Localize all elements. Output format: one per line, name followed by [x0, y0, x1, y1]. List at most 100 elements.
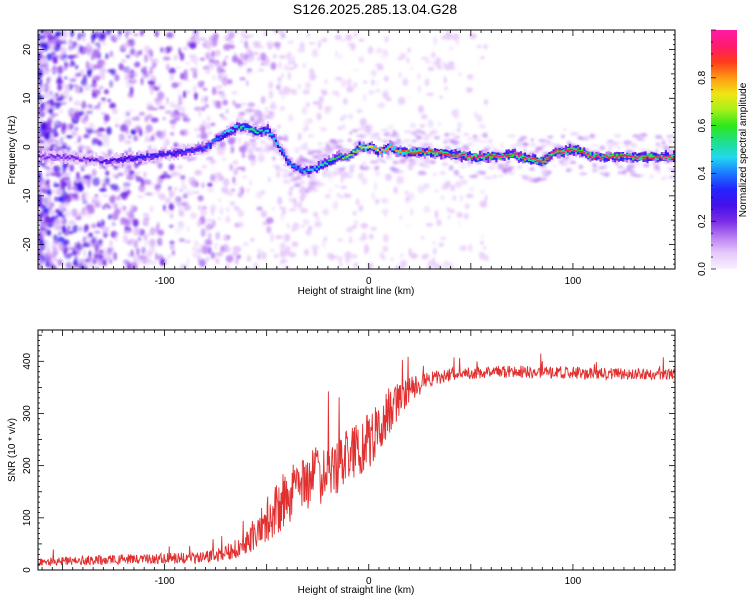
spectrogram-speckle	[260, 52, 267, 62]
spectrogram-speckle	[125, 111, 131, 117]
spectrogram-ridge-cell	[307, 168, 310, 174]
spectrogram-speckle	[349, 236, 353, 244]
spectrogram-speckle	[286, 52, 293, 60]
spectrogram-ridge-cell	[319, 163, 322, 166]
spectrogram-speckle	[257, 56, 260, 62]
spectrogram-speckle	[90, 83, 98, 88]
spectrogram-ridge-cell	[342, 157, 345, 160]
spectrogram-speckle	[272, 53, 277, 59]
spectrogram-speckle	[168, 67, 176, 75]
spectrogram-speckle	[246, 187, 250, 193]
spectrogram-ridge-cell	[401, 150, 404, 152]
spectrogram-ridge-cell	[60, 156, 63, 159]
spectrogram-speckle	[190, 54, 198, 64]
spectrogram-ridge-cell	[654, 156, 657, 161]
spectrogram-speckle	[56, 79, 64, 85]
spectrogram-speckle	[38, 207, 43, 214]
spectrogram-speckle	[48, 232, 52, 236]
spectrogram-y-tick-label: 20	[22, 44, 33, 56]
spectrogram-ridge-cell	[203, 147, 206, 150]
spectrogram-ridge-cell	[572, 149, 576, 152]
spectrogram-ridge-cell	[58, 154, 61, 158]
spectrogram-speckle	[472, 134, 478, 138]
spectrogram-ridge-cell	[238, 126, 241, 131]
spectrogram-ridge-cell	[38, 154, 41, 157]
spectrogram-speckle	[339, 263, 343, 267]
spectrogram-ridge-cell	[540, 160, 543, 162]
spectrogram-ridge-cell	[419, 151, 422, 154]
spectrogram-speckle	[96, 59, 105, 64]
spectrogram-speckle	[194, 169, 203, 176]
spectrogram-speckle	[324, 79, 328, 85]
spectrogram-speckle	[395, 264, 400, 269]
spectrogram-speckle	[157, 131, 165, 140]
spectrogram-speckle	[303, 126, 307, 133]
spectrogram-ridge-cell	[454, 155, 457, 158]
spectrogram-speckle	[129, 86, 134, 95]
spectrogram-speckle	[157, 183, 162, 189]
spectrogram-speckle	[84, 146, 91, 150]
spectrogram-speckle	[288, 114, 294, 123]
spectrogram-speckle	[114, 174, 119, 179]
spectrogram-ridge-cell	[338, 155, 341, 158]
spectrogram-speckle	[507, 166, 515, 170]
spectrogram-speckle	[51, 215, 56, 222]
spectrogram-speckle	[76, 48, 80, 57]
spectrogram-speckle	[285, 234, 290, 240]
spectrogram-speckle	[66, 149, 70, 153]
spectrogram-speckle	[392, 160, 399, 165]
spectrogram-ridge-cell	[658, 155, 661, 157]
spectrogram-speckle	[126, 118, 132, 125]
spectrogram-speckle	[410, 253, 418, 259]
spectrogram-speckle	[205, 66, 208, 75]
spectrogram-speckle	[143, 66, 147, 76]
spectrogram-ridge-cell	[564, 150, 567, 155]
spectrogram-speckle	[320, 154, 329, 157]
spectrogram-speckle	[444, 146, 452, 151]
spectrogram-speckle	[60, 146, 68, 149]
spectrogram-speckle	[369, 160, 379, 164]
spectrogram-speckle	[420, 114, 428, 120]
spectrogram-speckle	[96, 93, 99, 97]
spectrogram-speckle	[210, 252, 216, 259]
spectrogram-ridge-cell	[646, 153, 649, 157]
spectrogram-speckle	[101, 97, 106, 101]
spectrogram-speckle	[218, 198, 222, 202]
spectrogram-speckle	[287, 67, 295, 71]
spectrogram-speckle	[422, 143, 430, 147]
spectrogram-speckle	[441, 35, 447, 40]
spectrogram-ridge-cell	[183, 151, 186, 156]
spectrogram-speckle	[38, 111, 44, 117]
spectrogram-speckle	[244, 142, 252, 146]
spectrogram-speckle	[335, 91, 340, 98]
spectrogram-speckle	[123, 212, 126, 215]
spectrogram-ridge-cell	[585, 152, 588, 156]
spectrogram-speckle	[143, 131, 150, 134]
spectrogram-speckle	[420, 56, 428, 60]
spectrogram-ridge-cell	[601, 156, 604, 159]
spectrogram-ridge-cell	[605, 155, 608, 162]
spectrogram-speckle	[478, 251, 486, 260]
spectrogram-speckle	[209, 159, 216, 164]
spectrogram-speckle	[78, 226, 83, 233]
spectrogram-speckle	[50, 39, 55, 44]
spectrogram-speckle	[613, 141, 623, 144]
spectrogram-speckle	[439, 170, 446, 176]
spectrogram-speckle	[285, 245, 291, 253]
spectrogram-ridge-cell	[109, 159, 112, 162]
spectrogram-ridge-cell	[607, 154, 610, 159]
spectrogram-ridge-cell	[509, 154, 512, 156]
spectrogram-ridge-cell	[442, 153, 445, 155]
spectrogram-speckle	[165, 45, 173, 52]
spectrogram-speckle	[99, 188, 107, 192]
spectrogram-speckle	[57, 65, 63, 75]
spectrogram-speckle	[376, 65, 384, 71]
spectrogram-speckle	[218, 217, 221, 221]
spectrogram-speckle	[247, 153, 256, 161]
spectrogram-speckle	[103, 138, 110, 147]
spectrogram-speckle	[79, 44, 83, 53]
spectrogram-speckle	[47, 189, 52, 196]
spectrogram-ridge-cell	[487, 155, 490, 157]
spectrogram-speckle	[443, 182, 450, 188]
